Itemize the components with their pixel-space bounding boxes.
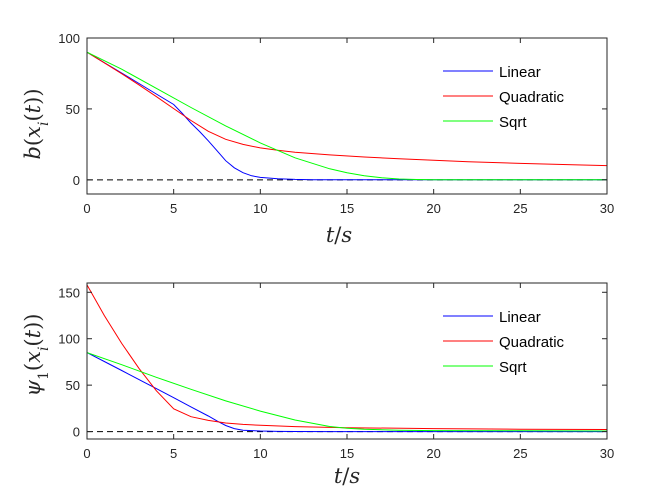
x-tick-label: 20 bbox=[426, 446, 440, 461]
series-line-quadratic bbox=[87, 284, 607, 430]
y-tick-label: 50 bbox=[66, 102, 80, 117]
x-tick-label: 0 bbox=[83, 446, 90, 461]
plot-area bbox=[87, 283, 607, 439]
x-tick-label: 10 bbox=[253, 201, 267, 216]
y-tick-label: 100 bbox=[58, 332, 80, 347]
x-tick-label: 5 bbox=[170, 201, 177, 216]
x-tick-label: 5 bbox=[170, 446, 177, 461]
x-tick-label: 15 bbox=[340, 201, 354, 216]
x-tick-label: 0 bbox=[83, 201, 90, 216]
y-tick-label: 0 bbox=[73, 425, 80, 440]
chart-panel-2: 0 5 10 15 20 25 30 0 50 100 150 t/s ψ1(xi(t)) Linear Q… bbox=[21, 282, 614, 488]
legend-label-quadratic: Quadratic bbox=[499, 89, 565, 106]
x-tick-label: 10 bbox=[253, 446, 267, 461]
x-tick-label: 25 bbox=[513, 201, 527, 216]
x-tick-label: 20 bbox=[426, 201, 440, 216]
series-line-sqrt bbox=[87, 51, 607, 181]
legend-label-quadratic: Quadratic bbox=[499, 334, 565, 351]
series-line-linear bbox=[87, 352, 607, 433]
y-tick-label: 150 bbox=[58, 285, 80, 300]
y-tick-label: 50 bbox=[66, 378, 80, 393]
x-tick-label: 15 bbox=[340, 446, 354, 461]
plot-area bbox=[87, 38, 607, 194]
y-tick-label: 0 bbox=[73, 173, 80, 188]
x-tick-label: 25 bbox=[513, 446, 527, 461]
series-line-linear bbox=[87, 51, 607, 181]
legend: Linear Quadratic Sqrt bbox=[443, 309, 565, 376]
series-line-sqrt bbox=[87, 352, 607, 432]
legend-label-sqrt: Sqrt bbox=[499, 359, 527, 376]
y-axis-label: b(xi(t)) bbox=[21, 88, 52, 159]
legend-label-sqrt: Sqrt bbox=[499, 114, 527, 131]
x-axis-label: t/s bbox=[334, 464, 361, 488]
x-axis-label: t/s bbox=[326, 223, 353, 247]
chart-panel-1: 0 5 10 15 20 25 30 0 50 100 t/s b(xi(t)) Linear Quadr… bbox=[21, 31, 614, 247]
legend: Linear Quadratic Sqrt bbox=[443, 64, 565, 131]
series-line-quadratic bbox=[87, 51, 607, 167]
y-tick-label: 100 bbox=[58, 31, 80, 46]
x-tick-label: 30 bbox=[600, 446, 614, 461]
x-tick-label: 30 bbox=[600, 201, 614, 216]
legend-label-linear: Linear bbox=[499, 64, 541, 81]
legend-label-linear: Linear bbox=[499, 309, 541, 326]
y-axis-label: ψ1(xi(t)) bbox=[21, 314, 52, 397]
